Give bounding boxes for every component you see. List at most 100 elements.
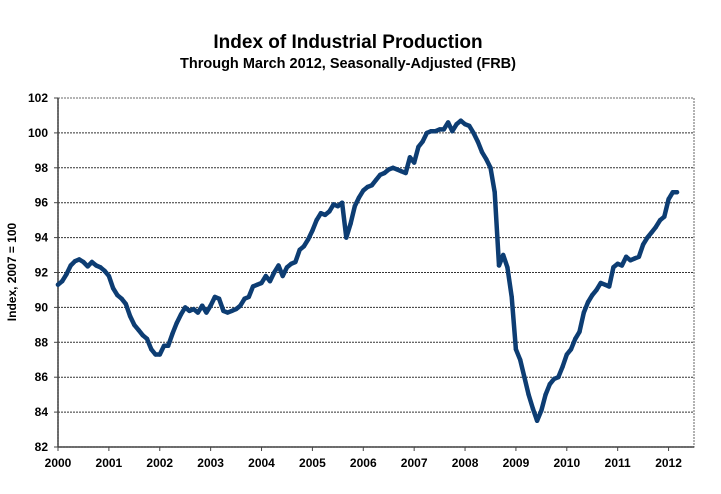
- data-point: [289, 261, 294, 266]
- data-point: [619, 263, 625, 268]
- x-tick-label: 2005: [299, 456, 326, 470]
- data-point: [522, 375, 527, 380]
- y-tick-label: 102: [28, 91, 48, 105]
- data-point: [115, 293, 120, 298]
- data-point: [488, 165, 493, 170]
- data-point: [378, 172, 383, 177]
- data-point: [373, 177, 379, 183]
- data-point: [551, 376, 557, 382]
- data-point: [119, 296, 124, 301]
- data-point: [365, 184, 370, 190]
- data-point: [77, 257, 82, 262]
- data-point: [454, 122, 459, 127]
- data-point: [229, 308, 234, 314]
- chart-subtitle: Through March 2012, Seasonally-Adjusted …: [180, 56, 516, 72]
- data-point: [386, 167, 391, 172]
- data-point: [624, 254, 629, 259]
- data-point: [335, 204, 340, 209]
- data-point: [361, 188, 366, 193]
- x-tick-label: 2007: [401, 456, 428, 470]
- data-point: [382, 170, 387, 176]
- data-point: [322, 212, 328, 218]
- data-point: [94, 263, 99, 268]
- data-point: [344, 235, 349, 240]
- data-point: [327, 209, 332, 214]
- data-point: [450, 129, 455, 134]
- data-point: [581, 310, 586, 315]
- data-point: [564, 352, 569, 357]
- data-point: [513, 347, 519, 352]
- data-point: [518, 357, 523, 362]
- data-point: [666, 197, 671, 202]
- data-point: [225, 310, 230, 315]
- x-tick-label: 2000: [45, 456, 72, 470]
- data-point: [505, 265, 510, 270]
- data-point: [178, 312, 184, 317]
- data-point: [645, 235, 650, 240]
- data-point: [85, 264, 90, 269]
- data-point: [136, 327, 141, 333]
- data-point: [547, 382, 552, 387]
- data-point: [585, 300, 591, 305]
- y-tick-label: 96: [35, 196, 49, 210]
- data-point: [670, 190, 675, 195]
- data-point: [110, 286, 116, 291]
- data-point: [471, 130, 476, 136]
- y-tick-label: 90: [35, 300, 49, 314]
- x-tick-label: 2012: [655, 456, 682, 470]
- data-point: [98, 265, 103, 270]
- data-point: [636, 254, 642, 259]
- data-point: [348, 221, 353, 226]
- data-point: [428, 129, 434, 134]
- data-point: [568, 347, 574, 352]
- data-point: [276, 263, 281, 268]
- data-point: [102, 268, 107, 273]
- data-point: [390, 165, 396, 170]
- chart-title: Index of Industrial Production: [213, 32, 482, 53]
- data-point: [653, 224, 658, 230]
- data-point: [602, 282, 608, 287]
- data-point: [140, 333, 145, 338]
- data-point: [433, 129, 438, 134]
- data-point: [339, 200, 345, 205]
- y-tick-label: 84: [35, 405, 49, 419]
- data-points: [55, 118, 680, 423]
- data-point: [72, 259, 78, 264]
- data-point: [475, 139, 480, 144]
- x-tick-label: 2010: [553, 456, 580, 470]
- data-point: [161, 343, 167, 348]
- data-point: [166, 343, 171, 348]
- data-point: [437, 127, 442, 132]
- data-point: [496, 263, 502, 268]
- data-point: [106, 273, 112, 279]
- data-point: [132, 322, 137, 328]
- data-point: [267, 279, 273, 284]
- x-tick-label: 2001: [96, 456, 123, 470]
- data-point: [246, 294, 251, 300]
- data-point: [607, 284, 612, 289]
- data-point: [310, 228, 315, 233]
- x-tick-label: 2008: [452, 456, 479, 470]
- data-point: [64, 272, 69, 277]
- data-point: [539, 408, 544, 413]
- data-point: [458, 118, 463, 123]
- y-tick-label: 98: [35, 161, 49, 175]
- data-point: [318, 211, 324, 216]
- x-tick-label: 2011: [605, 456, 631, 470]
- x-axis-ticks: 2000 2001 2002 2003 2004 2005 2006 2007 2008 2009…: [45, 447, 682, 470]
- data-point: [467, 123, 472, 129]
- data-point: [598, 280, 603, 286]
- data-point: [123, 301, 128, 307]
- data-point: [208, 303, 213, 308]
- x-tick-label: 2009: [503, 456, 530, 470]
- data-point: [187, 308, 192, 314]
- data-point: [297, 247, 302, 252]
- data-point: [280, 273, 285, 279]
- data-point: [640, 242, 646, 247]
- y-tick-label: 100: [28, 126, 48, 140]
- data-point: [183, 305, 188, 310]
- y-tick-label: 88: [35, 335, 49, 349]
- data-point: [560, 364, 565, 369]
